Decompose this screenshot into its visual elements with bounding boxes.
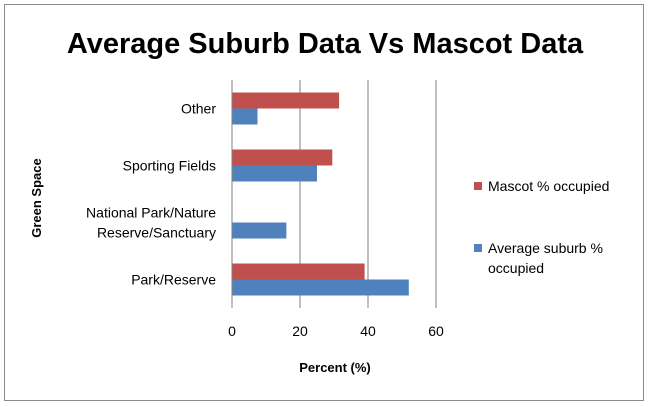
chart-title: Average Suburb Data Vs Mascot Data bbox=[67, 28, 584, 60]
y-axis-label: Green Space bbox=[29, 158, 44, 238]
bars bbox=[232, 92, 409, 296]
bar-mascot bbox=[232, 92, 340, 109]
x-tick-label: 40 bbox=[360, 323, 376, 339]
category-label: Sporting Fields bbox=[123, 158, 216, 174]
x-axis-label: Percent (%) bbox=[299, 360, 371, 375]
category-label: National Park/Nature Reserve/Sanctuary bbox=[86, 205, 216, 241]
x-tick-label: 0 bbox=[228, 323, 236, 339]
x-tick-labels: 0 20 40 60 bbox=[228, 323, 444, 339]
x-tick-label: 20 bbox=[292, 323, 308, 339]
legend-swatch bbox=[474, 244, 482, 252]
legend-swatch bbox=[474, 182, 482, 190]
bar-average-suburb bbox=[232, 279, 409, 296]
bar-average-suburb bbox=[232, 165, 317, 182]
legend-label: Average suburb % occupied bbox=[488, 240, 603, 276]
x-tick-label: 60 bbox=[428, 323, 444, 339]
category-labels: Park/Reserve National Park/Nature Reserve/… bbox=[86, 101, 216, 288]
bar-mascot bbox=[232, 263, 365, 280]
bar-mascot bbox=[232, 149, 333, 166]
legend-label: Mascot % occupied bbox=[488, 178, 609, 194]
bar-average-suburb bbox=[232, 108, 258, 125]
chart-frame bbox=[4, 4, 644, 401]
bar-average-suburb bbox=[232, 222, 287, 239]
category-label: Other bbox=[181, 101, 216, 117]
legend: Mascot % occupied Average suburb % occupie… bbox=[474, 178, 609, 276]
category-label: Park/Reserve bbox=[131, 272, 216, 288]
